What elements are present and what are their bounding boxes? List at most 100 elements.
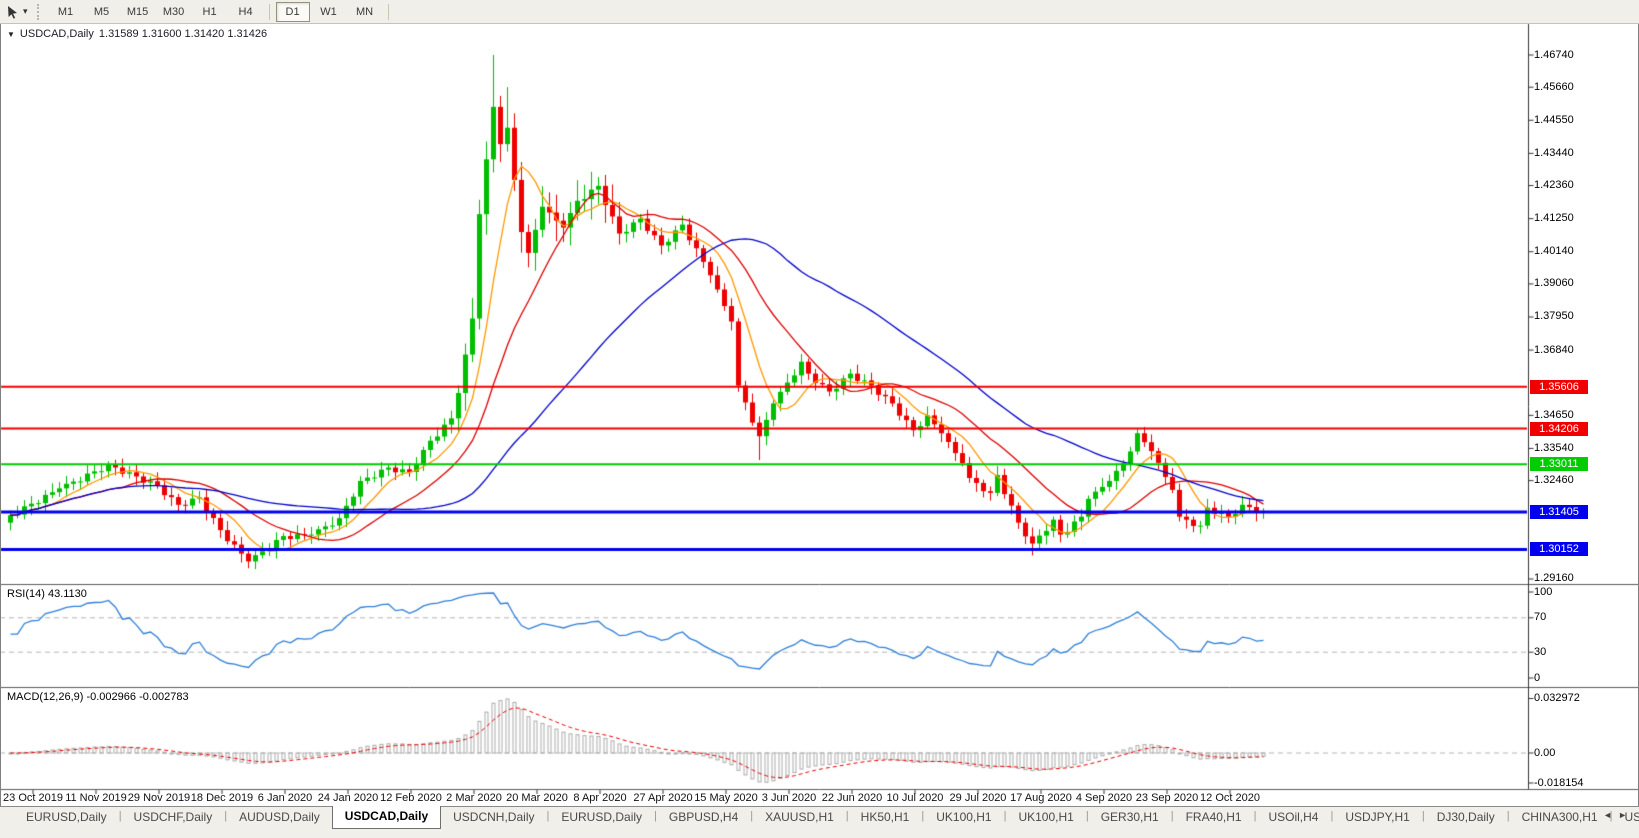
price-level-tag: 1.35606	[1530, 379, 1588, 394]
date-axis-tick: 11 Nov 2019	[65, 792, 127, 804]
tab-separator: |	[1003, 810, 1007, 822]
rsi-axis-tick: 100	[1534, 585, 1553, 598]
toolbar-grip	[36, 3, 42, 20]
chart-symbol: USDCAD,Daily	[19, 28, 94, 40]
chart-tab-usdcnh-daily[interactable]: USDCNH,Daily	[453, 810, 535, 824]
chart-tab-usdchf-daily[interactable]: USDCHF,Daily	[133, 810, 213, 824]
tab-separator: |	[118, 810, 122, 822]
tab-separator: |	[1506, 810, 1510, 822]
tab-scroll-right-icon[interactable]: ►	[1618, 810, 1633, 820]
price-axis-tick: 1.42360	[1534, 179, 1574, 192]
tab-separator: |	[1170, 810, 1174, 822]
price-level-tag: 1.34206	[1530, 421, 1588, 436]
price-axis-tick: 1.32460	[1534, 474, 1574, 487]
chart-tab-xauusd-h1[interactable]: XAUUSD,H1	[765, 810, 834, 824]
date-axis-tick: 27 Apr 2020	[633, 792, 693, 804]
price-axis-tick: 1.33540	[1534, 441, 1574, 454]
date-axis-tick: 8 Apr 2020	[573, 792, 627, 804]
tab-separator: |	[1609, 810, 1613, 822]
chart-tab-ger30-h1[interactable]: GER30,H1	[1100, 810, 1159, 824]
price-level-tag: 1.31405	[1530, 505, 1588, 520]
date-axis-tick: 12 Oct 2020	[1200, 792, 1260, 804]
timeframe-button-w1[interactable]: W1	[320, 5, 337, 18]
timeframe-toolbar: ▾ M1 M5 M15 M30 H1 H4 D1 W1 MN	[0, 0, 1639, 24]
date-axis-tick: 29 Jul 2020	[949, 792, 1007, 804]
timeframe-button-h4[interactable]: H4	[238, 5, 253, 18]
chart-tab-china300-h1[interactable]: CHINA300,H1	[1521, 810, 1598, 824]
price-axis-tick: 1.41250	[1534, 212, 1574, 225]
macd-axis-tick: -0.018154	[1534, 776, 1584, 789]
tab-separator: |	[1330, 810, 1334, 822]
tab-scroll-left-icon[interactable]: ◄	[1603, 810, 1619, 820]
chart-quote-ohlc: 1.31589 1.31600 1.31420 1.31426	[98, 28, 268, 40]
chart-tab-usoil-h1[interactable]: USOil,H1	[1624, 810, 1639, 824]
price-axis-tick: 1.29160	[1534, 572, 1574, 585]
rsi-axis-tick: 0	[1534, 671, 1541, 684]
tab-separator: |	[546, 810, 550, 822]
chart-tab-usdjpy-h1[interactable]: USDJPY,H1	[1345, 810, 1410, 824]
price-axis-tick: 1.34650	[1534, 408, 1574, 421]
timeframe-button-m5[interactable]: M5	[93, 5, 110, 18]
tab-separator: |	[921, 810, 925, 822]
chart-tab-fra40-h1[interactable]: FRA40,H1	[1185, 810, 1242, 824]
date-axis-tick: 18 Dec 2019	[190, 792, 254, 804]
price-level-tag: 1.30152	[1530, 542, 1588, 557]
chart-tab-uk100-h1[interactable]: UK100,H1	[1018, 810, 1074, 824]
chevron-down-icon[interactable]: ▾	[23, 6, 28, 16]
date-axis-tick: 3 Jun 2020	[761, 792, 817, 804]
date-axis-tick: 20 Mar 2020	[506, 792, 568, 804]
chart-tab-eurusd-daily[interactable]: EURUSD,Daily	[26, 810, 107, 824]
rsi-axis-tick: 30	[1534, 645, 1547, 658]
macd-indicator-label: MACD(12,26,9) -0.002966 -0.002783	[7, 691, 189, 703]
symbol-tabbar: EURUSD,Daily | USDCHF,Daily | AUDUSD,Daily US…	[0, 806, 1639, 838]
toolbar-separator	[387, 3, 389, 20]
chart-tab-usoil-h4[interactable]: USOil,H4	[1268, 810, 1319, 824]
price-axis-tick: 1.36840	[1534, 343, 1574, 356]
price-axis-tick: 1.39060	[1534, 277, 1574, 290]
chart-tab-usdcad-daily[interactable]: USDCAD,Daily	[331, 806, 442, 829]
chart-tab-audusd-daily[interactable]: AUDUSD,Daily	[239, 810, 320, 824]
price-level-tag: 1.33011	[1530, 457, 1588, 472]
timeframe-button-m1[interactable]: M1	[57, 5, 74, 18]
tab-separator: |	[1421, 810, 1425, 822]
timeframe-button-m15[interactable]: M15	[126, 5, 149, 18]
date-axis-tick: 15 May 2020	[694, 792, 758, 804]
date-axis-tick: 4 Sep 2020	[1075, 792, 1133, 804]
date-axis-tick: 23 Sep 2020	[1135, 792, 1199, 804]
date-axis-tick: 10 Jul 2020	[886, 792, 944, 804]
price-axis-tick: 1.43440	[1534, 146, 1574, 159]
chart-tab-hk50-h1[interactable]: HK50,H1	[860, 810, 910, 824]
tab-separator: |	[224, 810, 228, 822]
toolbar-separator	[268, 3, 270, 20]
chart-tab-eurusd-daily[interactable]: EURUSD,Daily	[561, 810, 643, 824]
price-axis-tick: 1.45660	[1534, 80, 1574, 93]
date-axis-tick: 23 Oct 2019	[3, 792, 63, 804]
tab-separator: |	[1253, 810, 1257, 822]
price-axis-tick: 1.37950	[1534, 310, 1574, 323]
tab-separator: |	[1085, 810, 1089, 822]
date-axis-tick: 17 Aug 2020	[1010, 792, 1072, 804]
date-axis-tick: 24 Jan 2020	[317, 792, 379, 804]
timeframe-button-d1[interactable]: D1	[275, 1, 310, 22]
date-axis-tick: 29 Nov 2019	[127, 792, 191, 804]
chart-tab-uk100-h1[interactable]: UK100,H1	[936, 810, 992, 824]
tab-separator: |	[845, 810, 849, 822]
chart-tab-dj30-daily[interactable]: DJ30,Daily	[1436, 810, 1495, 824]
date-axis-tick: 2 Mar 2020	[446, 792, 502, 804]
date-axis-tick: 6 Jan 2020	[257, 792, 313, 804]
date-axis-tick: 22 Jun 2020	[821, 792, 883, 804]
timeframe-button-mn[interactable]: MN	[355, 5, 374, 18]
rsi-indicator-label: RSI(14) 43.1130	[7, 588, 87, 600]
rsi-axis-tick: 70	[1534, 611, 1547, 624]
tab-separator: |	[750, 810, 754, 822]
chart-tab-gbpusd-h4[interactable]: GBPUSD,H4	[668, 810, 739, 824]
macd-axis-tick: 0.00	[1534, 746, 1556, 759]
price-axis-tick: 1.46740	[1534, 48, 1574, 61]
date-axis-tick: 12 Feb 2020	[380, 792, 442, 804]
collapse-marker-icon[interactable]: ▼	[7, 29, 15, 39]
timeframe-button-h1[interactable]: H1	[202, 5, 217, 18]
chart-cursor-tool-icon[interactable]	[4, 4, 22, 20]
timeframe-button-m30[interactable]: M30	[162, 5, 185, 18]
